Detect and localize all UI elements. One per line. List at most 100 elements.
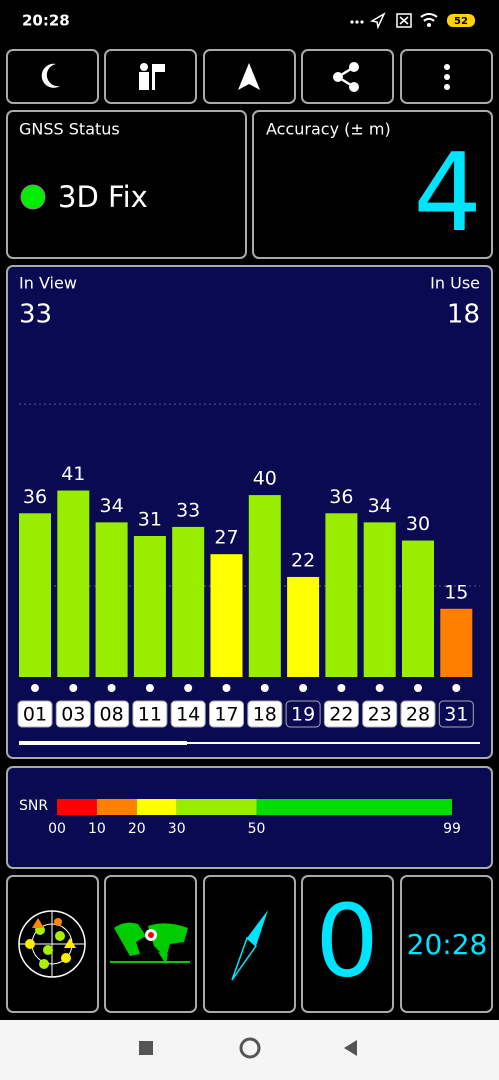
bar-value-label: 36	[329, 486, 353, 508]
scrollbar-track	[19, 742, 480, 744]
scrollbar-thumb	[19, 741, 187, 745]
in-use-label: In Use	[430, 274, 480, 293]
accuracy-panel	[252, 110, 493, 259]
snr-segment	[176, 799, 257, 815]
bar	[363, 522, 396, 677]
prn-label: 14	[176, 704, 200, 726]
satellite-dot	[337, 684, 346, 692]
snr-label: SNR	[19, 798, 48, 814]
bar-value-label: 27	[214, 527, 238, 549]
bar-value-label: 22	[291, 549, 315, 571]
bar	[210, 554, 243, 677]
snr-tick-label: 20	[128, 821, 146, 837]
bar-value-label: 31	[138, 509, 162, 531]
share-button[interactable]	[301, 49, 394, 104]
prn-box	[362, 700, 398, 728]
snr-tick-label: 99	[443, 821, 461, 837]
prn-box	[94, 700, 130, 728]
prn-box	[438, 700, 474, 728]
prn-box	[209, 700, 244, 728]
bar-value-label: 15	[444, 581, 468, 603]
places-button[interactable]	[104, 49, 197, 104]
bar	[440, 608, 473, 677]
clock-value: 20:28	[407, 928, 488, 961]
prn-box	[400, 700, 436, 728]
prn-label: 11	[138, 704, 162, 726]
prn-label: 22	[329, 704, 353, 726]
nav-bar	[0, 1020, 499, 1080]
prn-label: 18	[253, 704, 277, 726]
speed-tile[interactable]	[301, 875, 394, 1013]
prn-label: 31	[444, 704, 468, 726]
snr-chart: 36 01 41 03 34 08 31 11 33 14 27 17 40 18 22 19 36 22 34 23…	[17, 403, 480, 728]
bar	[95, 522, 128, 677]
bar	[248, 495, 281, 677]
prn-label: 19	[291, 704, 315, 726]
satellite-dot	[107, 684, 116, 692]
recents-button[interactable]	[139, 1041, 153, 1055]
satellite-dot	[145, 684, 154, 692]
bar-value-label: 40	[253, 468, 277, 490]
gnss-label: GNSS Status	[19, 120, 120, 139]
satellite-dot	[69, 684, 78, 692]
battery-level: 52	[454, 16, 468, 27]
satellite-dot	[452, 684, 461, 692]
prn-box	[17, 700, 53, 728]
prn-box	[170, 700, 206, 728]
snr-segment	[57, 799, 97, 815]
prn-box	[323, 700, 359, 728]
snr-tick-label: 50	[248, 821, 266, 837]
bar-value-label: 34	[368, 495, 392, 517]
snr-legend: 00 10 20 30 50 99	[48, 799, 461, 837]
bar	[19, 513, 51, 677]
snr-segment	[256, 799, 452, 815]
bar-value-label: 33	[176, 499, 200, 521]
in-view-count: 33	[19, 300, 52, 330]
status-icons	[350, 12, 475, 30]
accuracy-label: Accuracy (± m)	[266, 120, 391, 139]
prn-label: 01	[23, 704, 47, 726]
prn-box	[132, 700, 168, 728]
night-mode-button[interactable]	[6, 49, 99, 104]
clock-tile[interactable]	[400, 875, 493, 1013]
prn-label: 08	[100, 704, 124, 726]
in-use-count: 18	[447, 300, 480, 330]
toolbar	[6, 49, 493, 104]
snr-segment	[136, 799, 177, 815]
satellite-dot	[222, 684, 231, 692]
bottom-tiles: 0 20:28	[6, 875, 493, 1013]
bar	[57, 490, 90, 677]
prn-box	[247, 700, 283, 728]
compass-tile[interactable]	[203, 875, 296, 1013]
snr-segment	[96, 799, 137, 815]
satellite-dot	[299, 684, 308, 692]
snr-panel	[6, 766, 493, 869]
prn-box	[55, 700, 91, 728]
back-button[interactable]	[344, 1040, 357, 1056]
gnss-panel	[6, 110, 247, 259]
bar	[287, 576, 320, 677]
bar-value-label: 36	[23, 486, 47, 508]
satellite-dot	[184, 684, 193, 692]
snr-tick-label: 00	[48, 821, 66, 837]
bar-value-label: 34	[100, 495, 124, 517]
bar	[133, 536, 166, 677]
satellite-dot	[260, 684, 269, 692]
bar	[325, 513, 358, 677]
bar	[172, 526, 205, 677]
map-tile[interactable]	[104, 875, 197, 1013]
home-button[interactable]	[239, 1037, 261, 1059]
satellite-dot	[375, 684, 384, 692]
bar-value-label: 41	[61, 463, 85, 485]
in-view-label: In View	[19, 274, 77, 293]
fix-status: 3D Fix	[58, 180, 148, 214]
prn-label: 17	[214, 704, 238, 726]
prn-box	[285, 700, 321, 728]
speed-value: 0	[315, 882, 379, 999]
snr-tick-label: 10	[88, 821, 106, 837]
prn-label: 03	[61, 704, 85, 726]
satellite-dot	[414, 684, 422, 692]
prn-label: 23	[368, 704, 392, 726]
status-time: 20:28	[22, 12, 70, 30]
prn-label: 28	[406, 704, 430, 726]
